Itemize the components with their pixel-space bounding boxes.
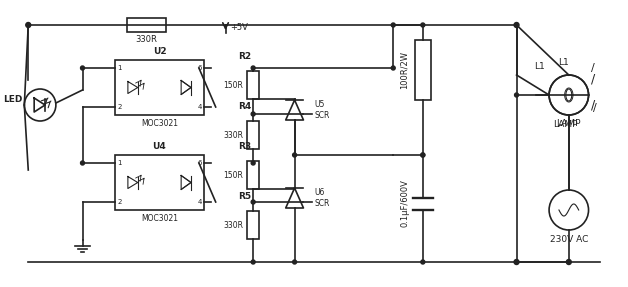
Circle shape bbox=[293, 153, 296, 157]
Circle shape bbox=[251, 66, 255, 70]
Circle shape bbox=[514, 22, 519, 28]
Text: R2: R2 bbox=[238, 52, 251, 61]
Bar bbox=[115, 60, 204, 115]
Bar bbox=[415, 40, 431, 100]
Bar bbox=[247, 211, 259, 239]
Text: U6
SCR: U6 SCR bbox=[315, 188, 330, 208]
Text: 150R: 150R bbox=[224, 80, 243, 90]
Circle shape bbox=[80, 161, 85, 165]
Text: R4: R4 bbox=[238, 102, 251, 111]
Circle shape bbox=[391, 66, 395, 70]
Text: U4: U4 bbox=[153, 142, 166, 151]
Text: 330R: 330R bbox=[224, 220, 243, 230]
Text: R3: R3 bbox=[238, 142, 251, 151]
Text: /: / bbox=[590, 98, 595, 112]
Text: 6: 6 bbox=[197, 160, 202, 166]
Bar bbox=[127, 18, 166, 32]
Circle shape bbox=[251, 200, 255, 204]
Circle shape bbox=[514, 93, 519, 97]
Text: LAMP: LAMP bbox=[556, 119, 581, 128]
Circle shape bbox=[391, 23, 395, 27]
Bar bbox=[247, 161, 259, 189]
Text: U2: U2 bbox=[153, 47, 166, 56]
Text: 2: 2 bbox=[117, 104, 121, 110]
Text: 330R: 330R bbox=[224, 131, 243, 139]
Circle shape bbox=[80, 66, 85, 70]
Bar bbox=[247, 71, 259, 99]
Circle shape bbox=[251, 161, 255, 165]
Text: LAMP: LAMP bbox=[554, 120, 578, 129]
Text: 0.1μF/600V: 0.1μF/600V bbox=[400, 180, 409, 227]
Text: /: / bbox=[593, 103, 597, 113]
Text: L1: L1 bbox=[558, 58, 569, 67]
Circle shape bbox=[293, 260, 296, 264]
Circle shape bbox=[566, 259, 571, 265]
Text: 6: 6 bbox=[197, 65, 202, 71]
Text: /: / bbox=[590, 73, 595, 86]
Bar bbox=[247, 121, 259, 149]
Text: 330R: 330R bbox=[136, 35, 158, 44]
Text: MOC3021: MOC3021 bbox=[141, 214, 178, 223]
Circle shape bbox=[514, 259, 519, 265]
Text: /: / bbox=[590, 63, 594, 73]
Circle shape bbox=[251, 260, 255, 264]
Text: 1: 1 bbox=[117, 65, 122, 71]
Text: L1: L1 bbox=[534, 62, 544, 71]
Text: 150R: 150R bbox=[224, 170, 243, 179]
Text: LED: LED bbox=[3, 96, 23, 104]
Text: +5V: +5V bbox=[230, 22, 248, 32]
Circle shape bbox=[251, 112, 255, 116]
Text: 230V AC: 230V AC bbox=[550, 235, 588, 244]
Text: 2: 2 bbox=[117, 199, 121, 205]
Text: 100R/2W: 100R/2W bbox=[400, 51, 409, 89]
Circle shape bbox=[421, 23, 425, 27]
Bar bbox=[115, 155, 204, 210]
Text: 4: 4 bbox=[197, 104, 202, 110]
Text: 4: 4 bbox=[197, 199, 202, 205]
Text: U5
SCR: U5 SCR bbox=[315, 100, 330, 120]
Circle shape bbox=[421, 153, 425, 157]
Circle shape bbox=[421, 153, 425, 157]
Circle shape bbox=[26, 22, 31, 28]
Text: MOC3021: MOC3021 bbox=[141, 119, 178, 128]
Text: R5: R5 bbox=[238, 192, 251, 201]
Text: 1: 1 bbox=[117, 160, 122, 166]
Circle shape bbox=[421, 260, 425, 264]
